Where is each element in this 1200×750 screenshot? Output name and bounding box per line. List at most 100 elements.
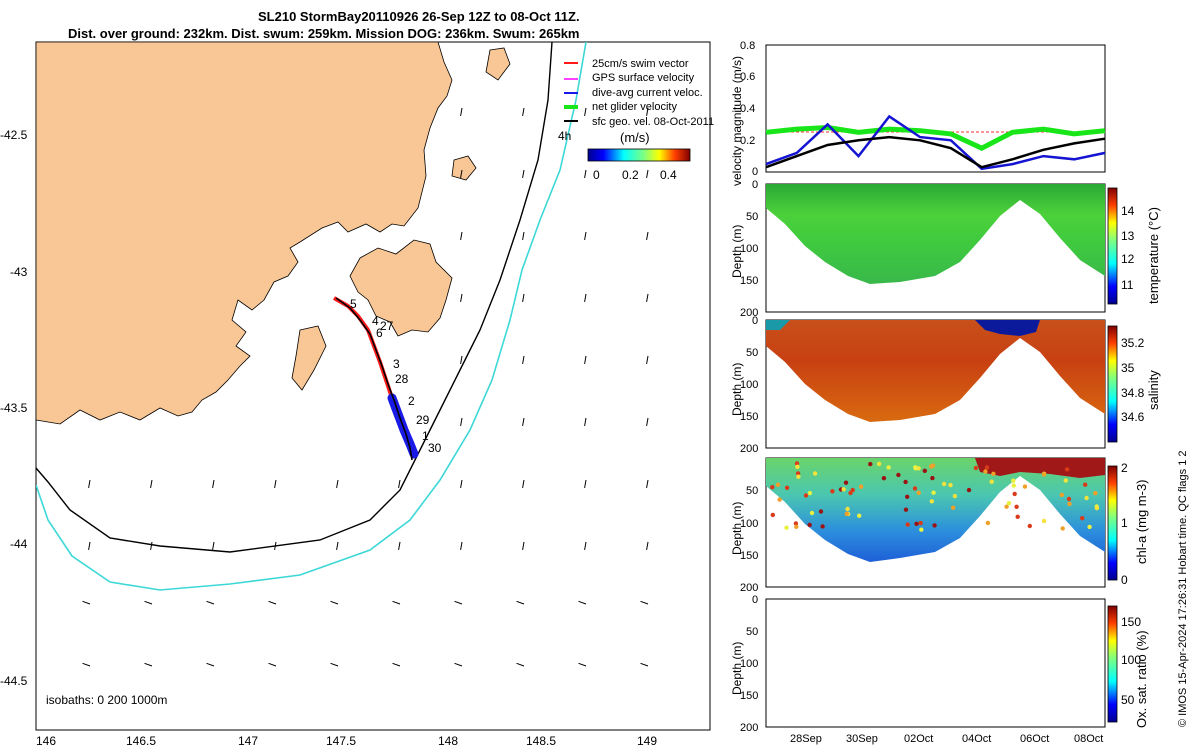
lon-tick: 149: [637, 734, 657, 748]
chla-sample-dot: [820, 524, 825, 529]
chla-sample-dot: [903, 479, 908, 485]
velocity-arrow: [460, 355, 463, 364]
chla-sample-dot: [973, 465, 979, 471]
depth-tick: 0: [752, 179, 758, 191]
chla-sample-dot: [903, 507, 909, 512]
chla-panel: 50 100 150 200 Depth (m) 2 1 0 chl-a (mg…: [730, 457, 1149, 594]
title-line2: Dist. over ground: 232km. Dist. swum: 25…: [68, 26, 580, 41]
chla-sample-dot: [916, 490, 921, 495]
chla-sample-dot: [1080, 516, 1085, 521]
velocity-arrow: [274, 479, 277, 488]
chla-sample-dot: [952, 493, 958, 499]
glider-track-black: [335, 297, 413, 461]
oxygen-cbtick: 50: [1121, 693, 1135, 707]
chla-sample-dot: [1094, 505, 1100, 511]
velocity-arrow: [646, 169, 649, 178]
velocity-arrow: [392, 600, 401, 605]
depth-tick: 100: [740, 379, 758, 391]
depth-tick: 100: [740, 518, 758, 530]
series-dive-avg-velocity: [765, 114, 1106, 171]
chla-sample-dot: [928, 464, 934, 469]
velocity-arrow: [398, 479, 401, 488]
chla-sample-dot: [886, 465, 891, 470]
velocity-arrow: [646, 355, 649, 364]
chla-sample-dot: [1011, 478, 1016, 483]
velocity-arrow: [646, 231, 649, 240]
velocity-arrow: [150, 479, 153, 488]
legend-item: GPS surface velocity: [592, 72, 695, 84]
salinity-fresh-edge: [766, 320, 790, 330]
depth-tick: 100: [740, 243, 758, 255]
chla-cbtick: 2: [1121, 461, 1128, 475]
land-island-small: [451, 155, 477, 181]
chla-sample-dot: [919, 527, 924, 532]
chla-sample-dot: [930, 475, 935, 481]
chla-section: [766, 458, 1105, 562]
chla-sample-dot: [1014, 504, 1019, 509]
chla-sample-dot: [948, 482, 953, 488]
salinity-cbtick: 35.2: [1121, 336, 1145, 350]
velocity-arrow: [88, 541, 91, 550]
velocity-arrow: [212, 541, 215, 550]
day-label: 3: [393, 357, 400, 371]
depth-tick: 0: [752, 315, 758, 327]
speed-colorbar-tick: 0.2: [622, 168, 639, 182]
depth-tick: 150: [740, 550, 758, 562]
oxygen-colorbar: [1107, 605, 1118, 723]
velocity-arrow: [584, 231, 587, 240]
temperature-cbtick: 14: [1121, 204, 1135, 218]
temperature-section: [766, 184, 1105, 284]
velocity-arrow: [144, 662, 153, 667]
chla-sample-dot: [868, 461, 873, 467]
isobath-1000m: [36, 42, 587, 591]
velocity-arrow: [274, 541, 277, 550]
legend-item: net glider velocity: [592, 101, 677, 113]
chla-sample-dot: [809, 510, 815, 516]
chla-sample-dot: [983, 469, 988, 474]
velocity-arrow: [460, 169, 463, 178]
map-lon-ticks: 146 146.5 147 147.5 148 148.5 149: [36, 734, 657, 748]
chla-sample-dot: [929, 499, 934, 504]
date-tick: 28Sep: [790, 733, 822, 745]
velocity-arrow: [522, 355, 525, 364]
velocity-arrow: [584, 417, 587, 426]
velocity-arrow: [522, 479, 525, 488]
velocity-arrow: [88, 479, 91, 488]
lon-tick: 146.5: [126, 734, 156, 748]
chla-sample-dot: [1022, 484, 1028, 489]
velocity-arrow: [460, 107, 463, 116]
lat-tick: -43.5: [0, 401, 28, 415]
chla-sample-dot: [844, 511, 849, 516]
chla-sample-dot: [1041, 472, 1047, 477]
chla-sample-dot: [794, 461, 800, 466]
day-label: 29: [416, 413, 430, 427]
chla-ylabel: Depth (m): [730, 502, 744, 555]
lon-tick: 148: [438, 734, 458, 748]
velocity-arrow: [454, 600, 463, 605]
velocity-arrow: [646, 417, 649, 426]
salinity-cblabel: salinity: [1146, 370, 1161, 410]
velocity-arrow-field: [82, 107, 649, 667]
lon-tick: 147: [238, 734, 258, 748]
speed-colorbar-title: (m/s): [620, 130, 650, 145]
velocity-arrow: [640, 600, 649, 605]
velocity-arrow: [460, 479, 463, 488]
velocity-axes: [765, 44, 1106, 173]
chla-sample-dot: [896, 472, 901, 478]
date-tick: 06Oct: [1020, 733, 1049, 745]
day-label: 6: [376, 326, 383, 340]
velocity-arrow: [336, 479, 339, 488]
depth-tick: 0: [752, 594, 758, 606]
velocity-arrow: [584, 293, 587, 302]
chla-sample-dot: [857, 513, 862, 518]
chla-sample-dot: [941, 481, 947, 487]
velocity-ytick: 0.8: [740, 40, 755, 52]
oxygen-axes: [765, 598, 1106, 728]
legend-item: 25cm/s swim vector: [592, 58, 689, 70]
chla-sample-dot: [914, 521, 919, 526]
speed-colorbar-tick: 0.4: [660, 168, 677, 182]
legend-item: dive-avg current veloc.: [592, 87, 703, 99]
speed-colorbar-tick: 0: [593, 168, 600, 182]
chla-sample-dot: [807, 490, 813, 496]
